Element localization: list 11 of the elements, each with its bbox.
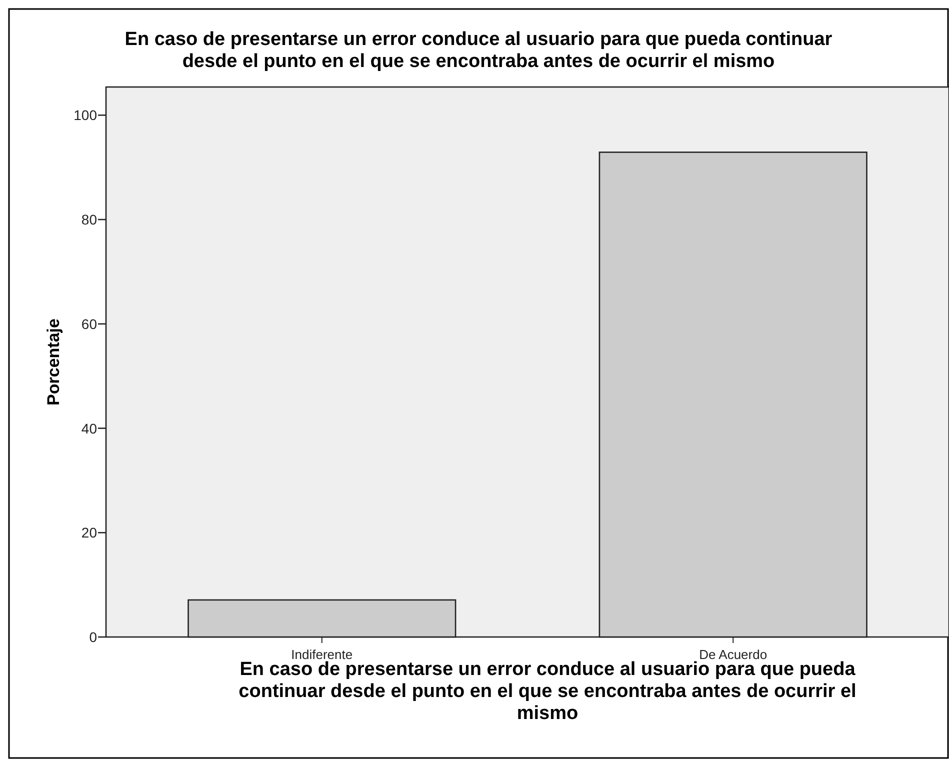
x-tick-label: De Acuerdo: [699, 647, 768, 662]
y-tick-label: 20: [81, 524, 98, 541]
x-axis-title: En caso de presentarse un error conduce al usuario para que pueda continuar desde el punto en el que se encontraba antes de ocurrir el mismo: [238, 659, 856, 724]
x-tick-label: Indiferente: [291, 647, 353, 662]
chart-title: En caso de presentarse un error conduce al usuario para que pueda continuar desde el punto en el que se encontraba antes de ocurrir el mismo: [124, 29, 833, 72]
y-tick-label: 0: [89, 629, 98, 645]
y-tick-label: 80: [81, 212, 98, 228]
y-tick-label: 100: [74, 107, 98, 124]
y-tick-label: 60: [81, 316, 98, 332]
y-tick-label: 40: [81, 420, 98, 436]
y-axis-title: Porcentaje: [44, 318, 63, 406]
